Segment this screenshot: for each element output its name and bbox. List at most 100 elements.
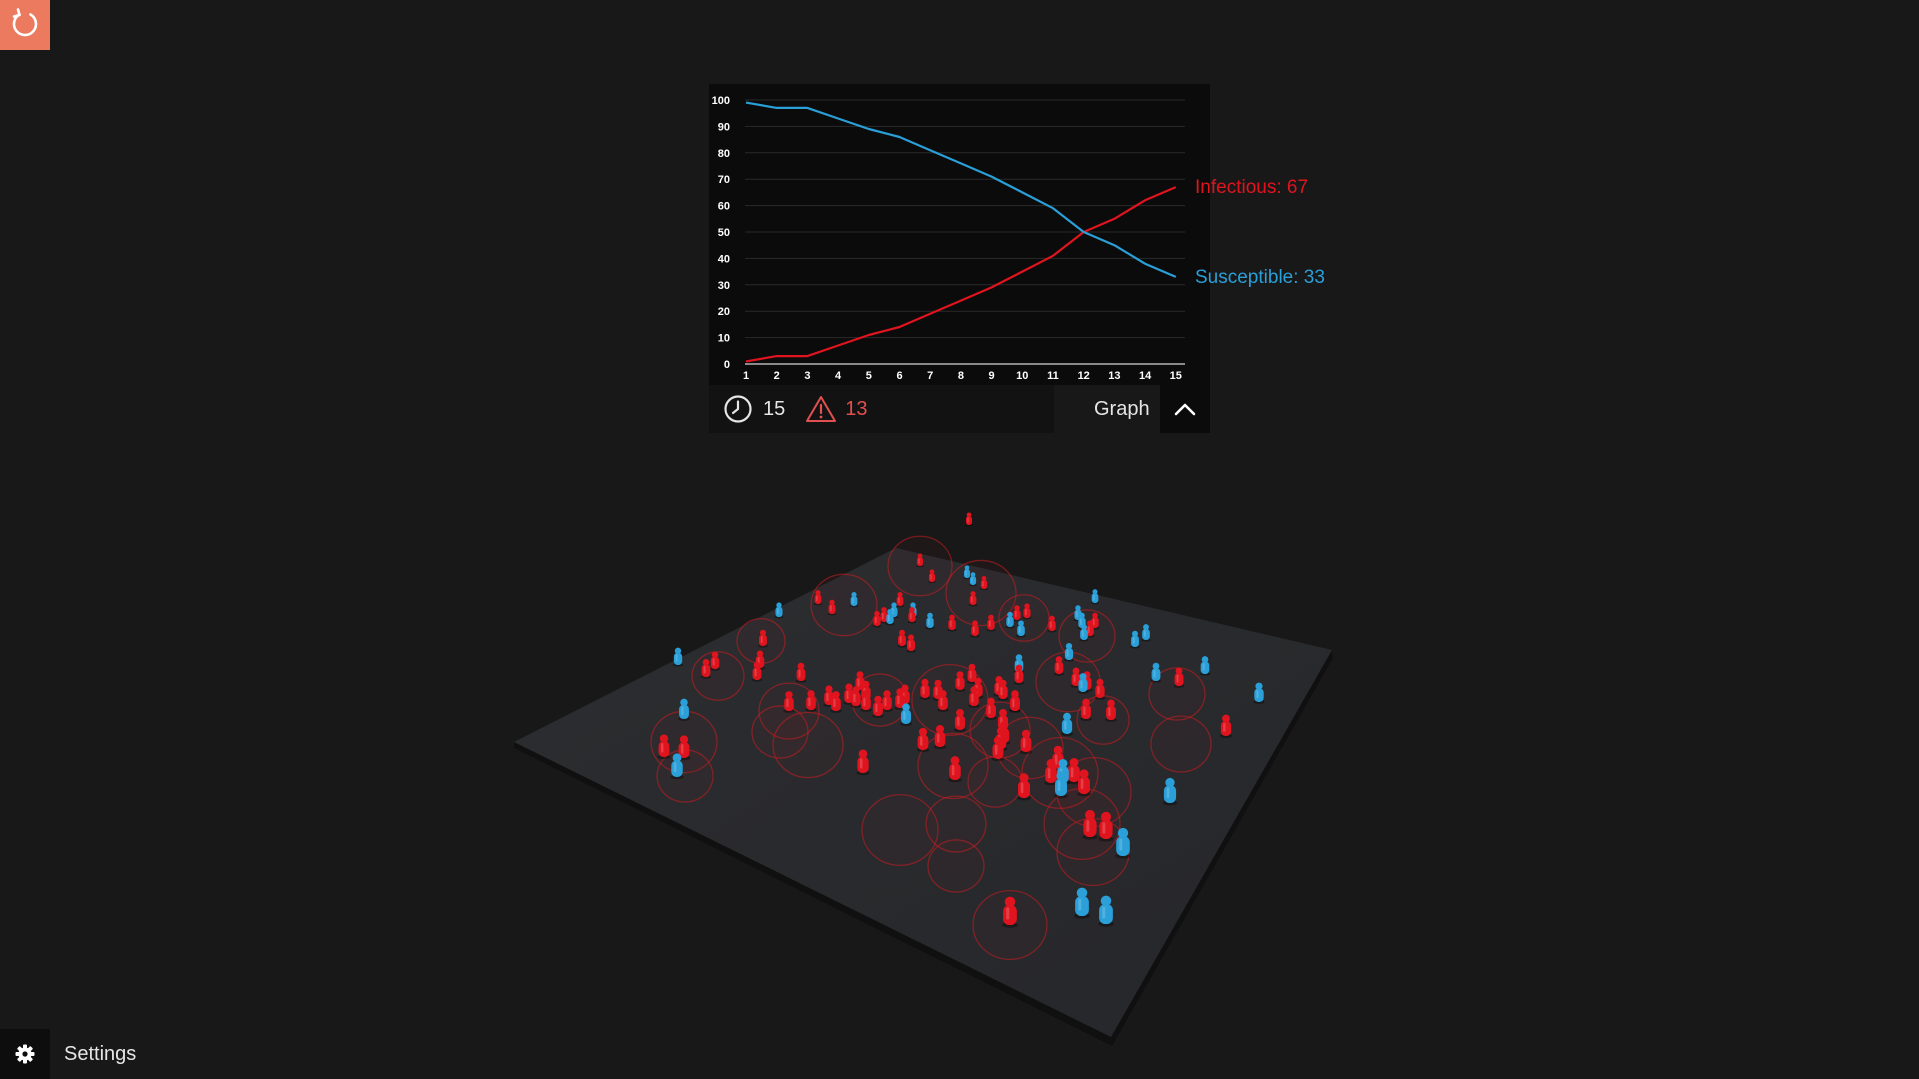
- infectious-agent[interactable]: [986, 614, 996, 632]
- infectious-agent[interactable]: [1053, 656, 1065, 676]
- infectious-agent[interactable]: [795, 662, 807, 683]
- susceptible-agent[interactable]: [1077, 673, 1089, 694]
- infectious-agent[interactable]: [1077, 769, 1091, 797]
- infectious-agent[interactable]: [927, 569, 937, 584]
- susceptible-agent[interactable]: [1005, 611, 1015, 629]
- infectious-agent[interactable]: [1098, 811, 1114, 842]
- susceptible-agent[interactable]: [678, 698, 690, 721]
- infectious-agent[interactable]: [894, 688, 906, 710]
- infectious-agent[interactable]: [964, 512, 974, 527]
- infectious-agent[interactable]: [1094, 678, 1106, 700]
- susceptible-agent[interactable]: [1253, 682, 1265, 704]
- susceptible-agent[interactable]: [1130, 630, 1140, 649]
- infectious-agent[interactable]: [1002, 896, 1018, 928]
- infectious-agent[interactable]: [895, 592, 905, 608]
- infectious-agent[interactable]: [751, 661, 763, 682]
- infectious-agent[interactable]: [937, 690, 949, 712]
- infectious-agent[interactable]: [1044, 758, 1058, 786]
- infectious-agent[interactable]: [872, 610, 882, 628]
- infectious-agent[interactable]: [905, 634, 917, 653]
- infectious-agent[interactable]: [1013, 664, 1025, 685]
- infectious-agent[interactable]: [919, 678, 931, 700]
- infectious-agent[interactable]: [860, 690, 872, 712]
- infectious-agent[interactable]: [968, 686, 980, 708]
- infectious-agent[interactable]: [997, 679, 1009, 701]
- susceptible-agent[interactable]: [672, 647, 684, 667]
- infectious-agent[interactable]: [915, 553, 925, 568]
- infectious-agent[interactable]: [813, 590, 823, 606]
- infectious-agent[interactable]: [979, 575, 989, 591]
- infectious-agent[interactable]: [1022, 603, 1032, 620]
- susceptible-agent[interactable]: [899, 703, 913, 727]
- infectious-agent[interactable]: [933, 725, 947, 750]
- infectious-agent[interactable]: [897, 629, 907, 648]
- susceptible-agent[interactable]: [962, 565, 972, 580]
- susceptible-agent[interactable]: [774, 602, 784, 619]
- infectious-agent[interactable]: [1067, 758, 1081, 785]
- infectious-agent[interactable]: [991, 736, 1005, 762]
- susceptible-agent[interactable]: [1162, 777, 1178, 806]
- susceptible-agent[interactable]: [1016, 620, 1026, 638]
- susceptible-agent[interactable]: [968, 572, 978, 587]
- infectious-agent[interactable]: [947, 614, 957, 632]
- agents: [657, 512, 1265, 928]
- susceptible-agent[interactable]: [670, 753, 684, 780]
- infectious-agent[interactable]: [1173, 667, 1185, 688]
- infectious-agent[interactable]: [1012, 605, 1022, 622]
- susceptible-agent[interactable]: [1199, 656, 1211, 676]
- infectious-agent[interactable]: [872, 695, 884, 718]
- infectious-agent[interactable]: [805, 690, 817, 712]
- infectious-agent[interactable]: [709, 651, 721, 671]
- settings-button[interactable]: Settings: [0, 1029, 136, 1079]
- susceptible-agent[interactable]: [1090, 589, 1100, 605]
- infection-radius-ring: [925, 795, 987, 853]
- susceptible-agent[interactable]: [1063, 642, 1075, 662]
- susceptible-agent[interactable]: [1079, 624, 1089, 642]
- infectious-agent[interactable]: [879, 607, 889, 624]
- infectious-agent[interactable]: [657, 734, 671, 760]
- susceptible-agent[interactable]: [1074, 887, 1090, 919]
- infectious-agent[interactable]: [758, 629, 768, 648]
- graph-toggle-button[interactable]: Graph: [1054, 385, 1210, 433]
- infectious-agent[interactable]: [850, 686, 862, 708]
- infectious-agent[interactable]: [1080, 698, 1092, 721]
- x-tick-label: 5: [866, 370, 872, 382]
- susceptible-agent[interactable]: [1141, 624, 1151, 642]
- infectious-agent[interactable]: [1105, 699, 1117, 722]
- infectious-agent[interactable]: [970, 620, 980, 638]
- infectious-agent[interactable]: [966, 663, 978, 684]
- chevron-up-icon[interactable]: [1160, 385, 1210, 433]
- y-tick-label: 10: [718, 333, 730, 345]
- infectious-agent[interactable]: [1016, 773, 1032, 801]
- infectious-agent[interactable]: [953, 708, 967, 733]
- infectious-agent[interactable]: [954, 671, 966, 692]
- time-stat: 15: [723, 394, 785, 424]
- infectious-agent[interactable]: [783, 691, 795, 713]
- susceptible-agent[interactable]: [925, 612, 935, 630]
- susceptible-agent[interactable]: [1054, 771, 1068, 799]
- susceptible-agent[interactable]: [1060, 712, 1074, 737]
- susceptible-agent[interactable]: [1115, 827, 1131, 859]
- susceptible-agent[interactable]: [885, 609, 895, 626]
- infectious-agent[interactable]: [1085, 620, 1095, 638]
- infectious-agent[interactable]: [881, 690, 893, 712]
- infectious-agent[interactable]: [1047, 615, 1057, 633]
- infectious-agent[interactable]: [968, 591, 978, 607]
- infectious-agent[interactable]: [1082, 809, 1098, 840]
- infectious-agent[interactable]: [700, 658, 712, 679]
- susceptible-agent[interactable]: [1150, 662, 1162, 683]
- infectious-agent[interactable]: [856, 749, 870, 776]
- infectious-agent[interactable]: [1009, 691, 1021, 713]
- infectious-agent[interactable]: [827, 599, 837, 616]
- susceptible-agent[interactable]: [1098, 895, 1114, 927]
- infectious-agent[interactable]: [948, 756, 962, 783]
- infectious-agent[interactable]: [1219, 714, 1233, 739]
- infectious-agent[interactable]: [830, 691, 842, 713]
- infectious-agent[interactable]: [907, 607, 917, 624]
- infectious-agent[interactable]: [1019, 729, 1033, 755]
- susceptible-agent[interactable]: [849, 592, 859, 608]
- infectious-agent[interactable]: [985, 697, 997, 720]
- infectious-agent[interactable]: [916, 727, 930, 753]
- reset-button[interactable]: [0, 0, 50, 50]
